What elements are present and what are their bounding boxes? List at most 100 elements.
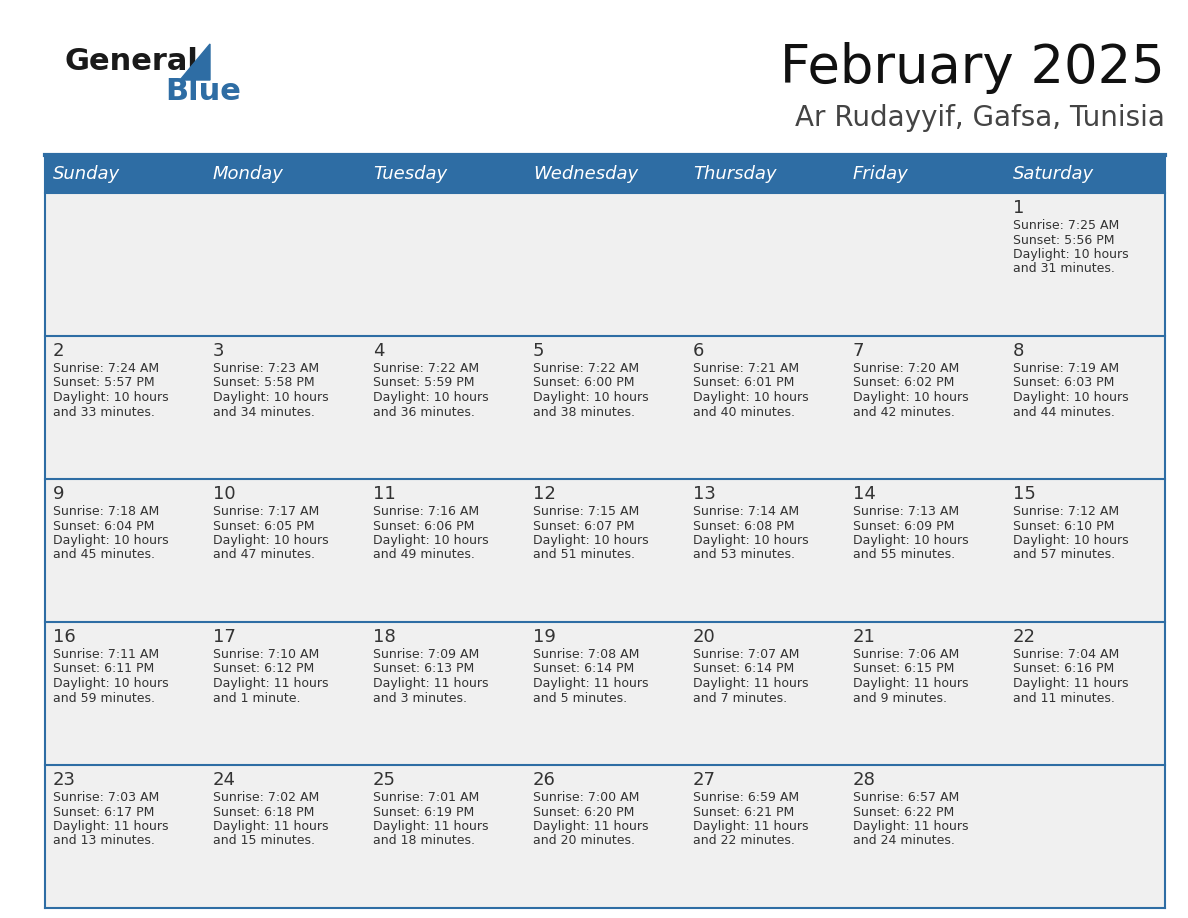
Bar (206, 765, 365, 908)
Text: Sunrise: 7:06 AM: Sunrise: 7:06 AM (853, 648, 959, 661)
Bar (1005, 479, 1165, 622)
Text: and 55 minutes.: and 55 minutes. (853, 548, 955, 562)
Text: Sunset: 6:10 PM: Sunset: 6:10 PM (1013, 520, 1114, 532)
Text: and 1 minute.: and 1 minute. (213, 691, 301, 704)
Text: Daylight: 11 hours: Daylight: 11 hours (853, 820, 968, 833)
Text: 1: 1 (1013, 199, 1024, 217)
Text: Sunset: 6:16 PM: Sunset: 6:16 PM (1013, 663, 1114, 676)
Bar (845, 765, 1005, 908)
Text: Daylight: 11 hours: Daylight: 11 hours (213, 820, 329, 833)
Text: Sunrise: 6:59 AM: Sunrise: 6:59 AM (693, 791, 800, 804)
Text: Sunrise: 7:04 AM: Sunrise: 7:04 AM (1013, 648, 1119, 661)
Text: 12: 12 (533, 485, 556, 503)
Text: 23: 23 (53, 771, 76, 789)
Text: 13: 13 (693, 485, 716, 503)
Text: Daylight: 10 hours: Daylight: 10 hours (853, 391, 968, 404)
Text: Sunrise: 7:25 AM: Sunrise: 7:25 AM (1013, 219, 1119, 232)
Bar (685, 193, 845, 336)
Text: Sunrise: 7:14 AM: Sunrise: 7:14 AM (693, 505, 800, 518)
Text: 4: 4 (373, 342, 385, 360)
Bar (525, 155, 685, 193)
Bar (525, 765, 685, 908)
Text: February 2025: February 2025 (781, 42, 1165, 94)
Bar (525, 193, 685, 336)
Text: Sunday: Sunday (53, 165, 120, 183)
Text: Daylight: 11 hours: Daylight: 11 hours (53, 820, 169, 833)
Bar (365, 336, 525, 479)
Text: Daylight: 10 hours: Daylight: 10 hours (53, 534, 169, 547)
Text: and 13 minutes.: and 13 minutes. (53, 834, 154, 847)
Text: Daylight: 10 hours: Daylight: 10 hours (693, 534, 809, 547)
Text: and 11 minutes.: and 11 minutes. (1013, 691, 1114, 704)
Text: Sunrise: 7:03 AM: Sunrise: 7:03 AM (53, 791, 159, 804)
Text: Sunrise: 7:11 AM: Sunrise: 7:11 AM (53, 648, 159, 661)
Text: 20: 20 (693, 628, 715, 646)
Text: and 15 minutes.: and 15 minutes. (213, 834, 315, 847)
Text: Sunrise: 7:23 AM: Sunrise: 7:23 AM (213, 362, 320, 375)
Bar (45, 155, 206, 193)
Bar (685, 336, 845, 479)
Text: Sunrise: 7:17 AM: Sunrise: 7:17 AM (213, 505, 320, 518)
Text: Daylight: 10 hours: Daylight: 10 hours (693, 391, 809, 404)
Text: Sunset: 6:09 PM: Sunset: 6:09 PM (853, 520, 954, 532)
Text: 8: 8 (1013, 342, 1024, 360)
Text: and 34 minutes.: and 34 minutes. (213, 406, 315, 419)
Text: and 20 minutes.: and 20 minutes. (533, 834, 636, 847)
Text: Thursday: Thursday (693, 165, 777, 183)
Text: General: General (65, 48, 198, 76)
Text: Tuesday: Tuesday (373, 165, 447, 183)
Text: Sunrise: 7:16 AM: Sunrise: 7:16 AM (373, 505, 479, 518)
Text: Blue: Blue (165, 77, 241, 106)
Text: 17: 17 (213, 628, 236, 646)
Text: Daylight: 10 hours: Daylight: 10 hours (853, 534, 968, 547)
Text: 21: 21 (853, 628, 876, 646)
Text: 22: 22 (1013, 628, 1036, 646)
Bar (45, 193, 206, 336)
Text: Sunset: 6:05 PM: Sunset: 6:05 PM (213, 520, 315, 532)
Text: Ar Rudayyif, Gafsa, Tunisia: Ar Rudayyif, Gafsa, Tunisia (795, 104, 1165, 132)
Text: Sunrise: 7:01 AM: Sunrise: 7:01 AM (373, 791, 479, 804)
Text: 7: 7 (853, 342, 865, 360)
Text: Sunrise: 7:22 AM: Sunrise: 7:22 AM (373, 362, 479, 375)
Bar (1005, 765, 1165, 908)
Text: 24: 24 (213, 771, 236, 789)
Text: 25: 25 (373, 771, 396, 789)
Text: 2: 2 (53, 342, 64, 360)
Text: Wednesday: Wednesday (533, 165, 638, 183)
Bar (685, 479, 845, 622)
Text: Daylight: 11 hours: Daylight: 11 hours (373, 677, 488, 690)
Text: Sunrise: 7:15 AM: Sunrise: 7:15 AM (533, 505, 639, 518)
Text: Sunset: 5:56 PM: Sunset: 5:56 PM (1013, 233, 1114, 247)
Text: Daylight: 10 hours: Daylight: 10 hours (373, 534, 488, 547)
Text: Sunset: 6:13 PM: Sunset: 6:13 PM (373, 663, 474, 676)
Text: Sunrise: 7:10 AM: Sunrise: 7:10 AM (213, 648, 320, 661)
Bar (45, 479, 206, 622)
Text: Sunrise: 7:12 AM: Sunrise: 7:12 AM (1013, 505, 1119, 518)
Text: Sunset: 6:08 PM: Sunset: 6:08 PM (693, 520, 795, 532)
Text: 15: 15 (1013, 485, 1036, 503)
Bar (206, 622, 365, 765)
Text: and 9 minutes.: and 9 minutes. (853, 691, 947, 704)
Text: and 36 minutes.: and 36 minutes. (373, 406, 475, 419)
Text: and 7 minutes.: and 7 minutes. (693, 691, 788, 704)
Text: Sunset: 6:15 PM: Sunset: 6:15 PM (853, 663, 954, 676)
Text: Sunset: 6:03 PM: Sunset: 6:03 PM (1013, 376, 1114, 389)
Text: Sunset: 6:07 PM: Sunset: 6:07 PM (533, 520, 634, 532)
Text: and 22 minutes.: and 22 minutes. (693, 834, 795, 847)
Text: and 53 minutes.: and 53 minutes. (693, 548, 795, 562)
Text: Sunrise: 7:20 AM: Sunrise: 7:20 AM (853, 362, 959, 375)
Bar (45, 336, 206, 479)
Text: Sunset: 6:19 PM: Sunset: 6:19 PM (373, 805, 474, 819)
Text: 9: 9 (53, 485, 64, 503)
Text: Daylight: 11 hours: Daylight: 11 hours (853, 677, 968, 690)
Bar (525, 622, 685, 765)
Bar (365, 622, 525, 765)
Text: Daylight: 10 hours: Daylight: 10 hours (53, 391, 169, 404)
Text: Sunset: 6:06 PM: Sunset: 6:06 PM (373, 520, 474, 532)
Text: Sunrise: 7:21 AM: Sunrise: 7:21 AM (693, 362, 800, 375)
Bar (1005, 622, 1165, 765)
Text: and 38 minutes.: and 38 minutes. (533, 406, 636, 419)
Text: Daylight: 10 hours: Daylight: 10 hours (1013, 534, 1129, 547)
Text: Sunrise: 7:19 AM: Sunrise: 7:19 AM (1013, 362, 1119, 375)
Text: Sunset: 6:18 PM: Sunset: 6:18 PM (213, 805, 315, 819)
